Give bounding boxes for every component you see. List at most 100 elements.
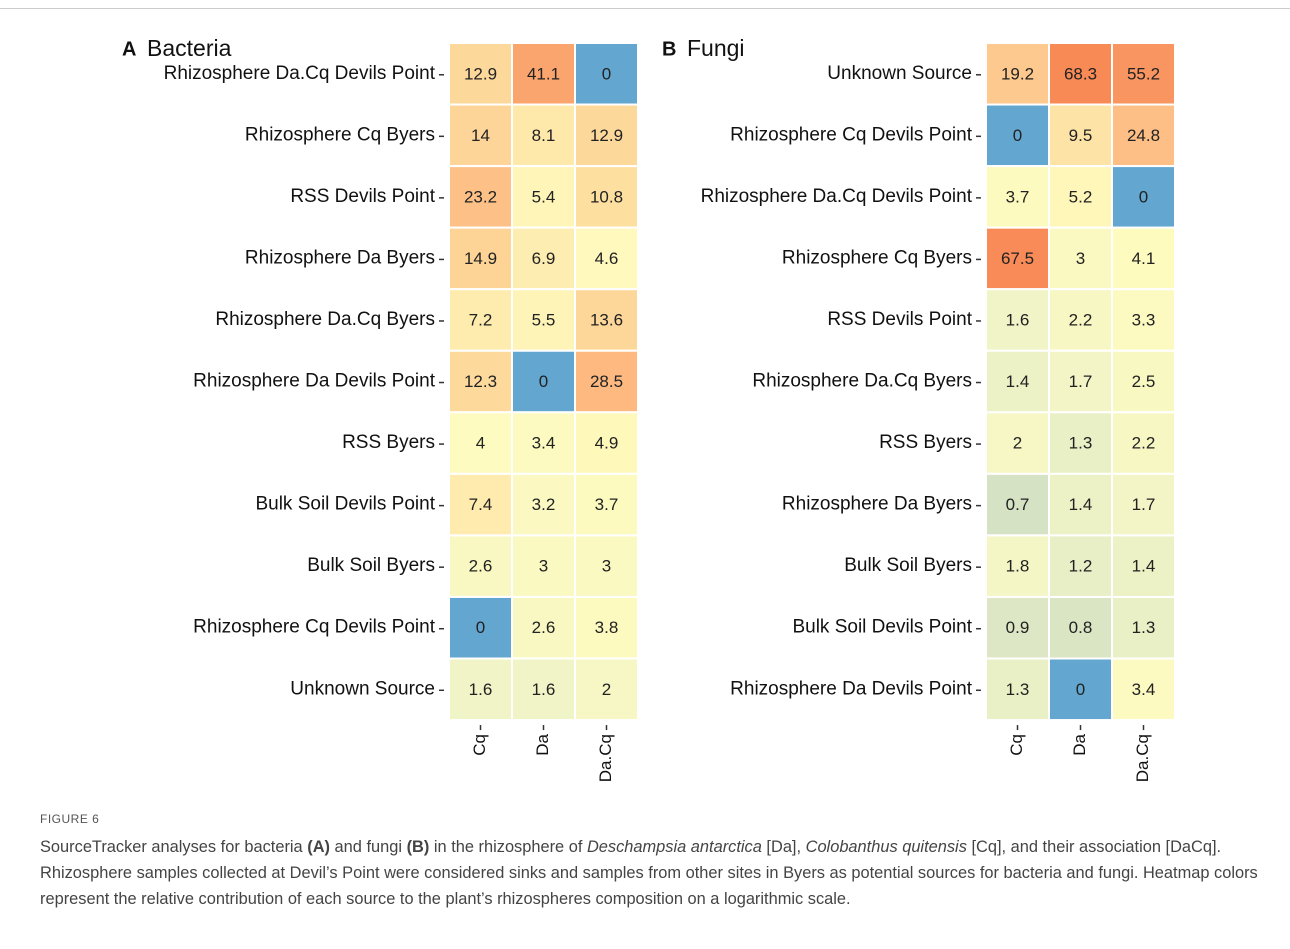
panel-title: Fungi <box>687 35 745 61</box>
cell-label: 3.4 <box>532 434 556 453</box>
cell-label: 12.3 <box>464 372 497 391</box>
cell-label: 5.4 <box>532 187 556 206</box>
row-label: RSS Devils Point <box>290 186 435 207</box>
cell <box>985 534 1050 598</box>
cell-label: 1.3 <box>1006 680 1030 699</box>
cell-label: 41.1 <box>527 64 560 83</box>
cell <box>448 288 513 352</box>
cell-label: 12.9 <box>590 126 623 145</box>
caption-part: (A) <box>307 838 330 856</box>
cell-label: 67.5 <box>1001 249 1034 268</box>
cell <box>574 595 639 660</box>
cell <box>1048 226 1113 291</box>
cell-label: 1.3 <box>1069 434 1093 453</box>
cell-label: 10.8 <box>590 187 623 206</box>
panel-letter: B <box>662 38 676 60</box>
cell <box>985 42 1050 106</box>
cell <box>511 226 576 291</box>
frame <box>0 8 1290 948</box>
row-label: Rhizosphere Da Byers <box>782 494 972 515</box>
cell <box>1111 411 1176 475</box>
caption-part: (B) <box>406 838 430 856</box>
cell <box>511 472 576 537</box>
row-label: RSS Byers <box>879 432 972 453</box>
cell <box>1048 165 1113 229</box>
col-label: Da <box>533 734 552 756</box>
cell <box>574 657 639 722</box>
cell-label: 0 <box>476 618 485 637</box>
cell-label: 2.2 <box>1132 434 1156 453</box>
cell <box>1111 534 1176 598</box>
cell-label: 3.3 <box>1132 310 1156 329</box>
cell-label: 0 <box>1139 187 1148 206</box>
cell <box>1048 534 1113 598</box>
cell-label: 4 <box>476 434 485 453</box>
cell-label: 2.6 <box>469 557 493 576</box>
cell-label: 1.8 <box>1006 557 1030 576</box>
cell-label: 1.6 <box>1006 310 1030 329</box>
row-label: RSS Byers <box>342 432 435 453</box>
cell-label: 1.4 <box>1069 495 1093 514</box>
caption-part: [Cq], and their association [DaCq]. Rhiz… <box>40 838 1258 908</box>
cell <box>574 42 639 106</box>
cell-label: 24.8 <box>1127 126 1160 145</box>
row-label: Rhizosphere Cq Byers <box>245 124 435 145</box>
cell-label: 1.3 <box>1132 618 1156 637</box>
caption: FIGURE 6 SourceTracker analyses for bact… <box>40 812 1265 912</box>
figure-label: FIGURE 6 <box>40 812 100 826</box>
row-label: Bulk Soil Byers <box>844 555 972 576</box>
row-label: Bulk Soil Devils Point <box>255 494 435 515</box>
cell-label: 4.9 <box>595 434 619 453</box>
row-label: Unknown Source <box>827 63 972 84</box>
cell <box>1111 165 1176 229</box>
cell-label: 28.5 <box>590 372 623 391</box>
col-label: Da.Cq <box>596 734 615 782</box>
caption-part: SourceTracker analyses for bacteria <box>40 838 308 856</box>
cell-label: 5.5 <box>532 310 556 329</box>
row-label: Rhizosphere Da.Cq Byers <box>752 371 972 392</box>
cell <box>511 595 576 660</box>
caption-part: in the rhizosphere of <box>429 838 587 856</box>
cell <box>448 534 513 598</box>
caption-part: Colobanthus quitensis <box>805 838 967 856</box>
cell-label: 7.2 <box>469 310 493 329</box>
row-label: Rhizosphere Cq Devils Point <box>730 124 973 145</box>
cell-label: 2.2 <box>1069 310 1093 329</box>
cell-label: 7.4 <box>469 495 493 514</box>
cell-label: 3.7 <box>1006 187 1030 206</box>
cell-label: 3 <box>539 557 548 576</box>
cell-label: 0 <box>602 64 611 83</box>
row-label: Bulk Soil Byers <box>307 555 435 576</box>
cell-label: 19.2 <box>1001 64 1034 83</box>
cell <box>574 103 639 168</box>
row-label: Rhizosphere Da.Cq Byers <box>215 309 435 330</box>
cell-label: 4.6 <box>595 249 619 268</box>
row-label: RSS Devils Point <box>827 309 972 330</box>
cell-label: 3 <box>602 557 611 576</box>
cell <box>1111 349 1176 414</box>
caption-part: Deschampsia antarctica <box>586 838 762 856</box>
col-label: Cq <box>1007 734 1026 756</box>
cell-label: 1.6 <box>532 680 556 699</box>
caption-part: and fungi <box>330 838 407 856</box>
cell-label: 2.6 <box>532 618 556 637</box>
col-label: Da <box>1070 734 1089 756</box>
cell <box>1048 349 1113 414</box>
cell-label: 3 <box>1076 249 1085 268</box>
cell-label: 1.2 <box>1069 557 1093 576</box>
cell <box>511 411 576 475</box>
cell <box>1111 657 1176 722</box>
cell-label: 1.4 <box>1006 372 1030 391</box>
panel-title: Bacteria <box>147 35 232 61</box>
cell <box>1048 42 1113 106</box>
cell-label: 0.9 <box>1006 618 1030 637</box>
col-label: Cq <box>470 734 489 756</box>
cell <box>574 534 639 598</box>
cell-label: 1.4 <box>1132 557 1156 576</box>
row-label: Rhizosphere Da.Cq Devils Point <box>701 186 973 207</box>
cell <box>1048 657 1113 722</box>
cell <box>985 103 1050 168</box>
cell <box>1111 42 1176 106</box>
cell-label: 4.1 <box>1132 249 1156 268</box>
